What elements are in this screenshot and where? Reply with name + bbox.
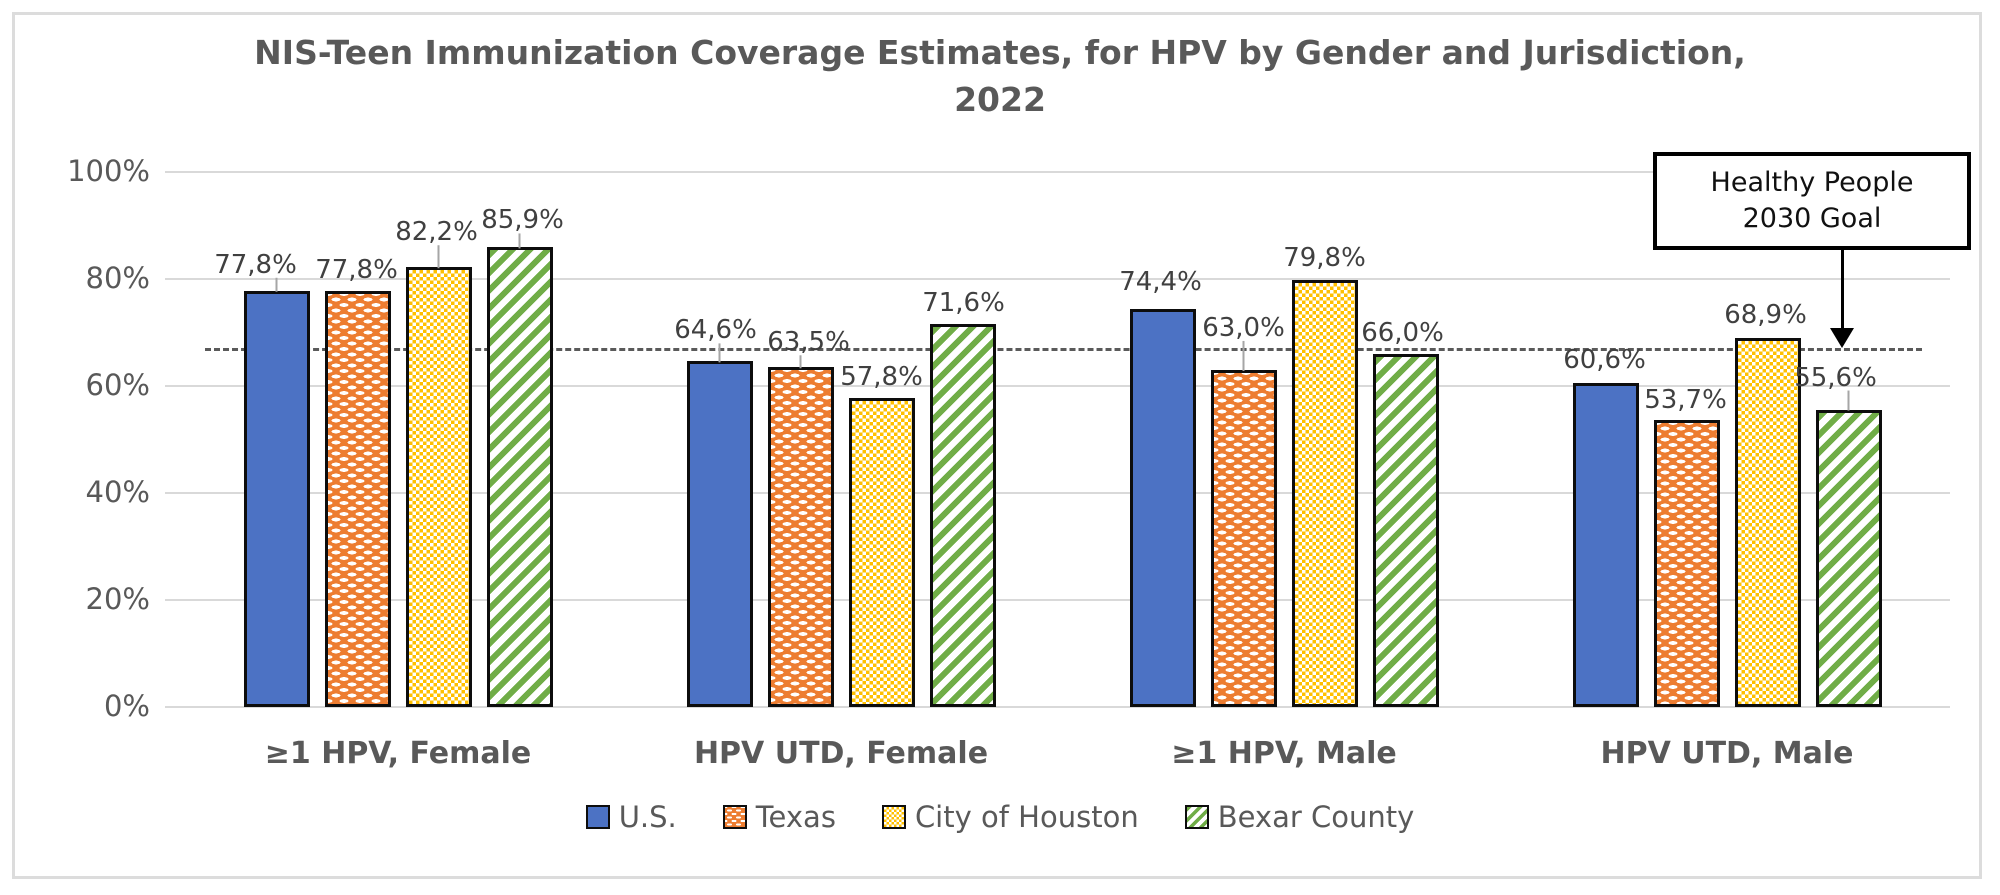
- bar-bexar-county: [1372, 353, 1439, 707]
- bar-data-label: 82,2%: [395, 217, 478, 248]
- bar-texas: [767, 367, 834, 707]
- legend-item: Bexar County: [1184, 800, 1415, 834]
- bar-data-label: 71,6%: [922, 287, 1005, 318]
- goal-annotation-box: Healthy People 2030 Goal: [1653, 152, 1971, 250]
- bar-city-of-houston: [1291, 280, 1358, 707]
- bar-data-label: 64,6%: [674, 315, 757, 346]
- gridline: [165, 171, 1950, 173]
- bar-data-label: 60,6%: [1563, 344, 1646, 375]
- goal-annotation-line2: 2030 Goal: [1742, 203, 1882, 234]
- legend-swatch-icon: [881, 805, 906, 829]
- gridline: [165, 599, 1950, 601]
- bar-city-of-houston: [405, 267, 472, 707]
- gridline: [165, 385, 1950, 387]
- bar-texas: [324, 290, 391, 707]
- gridline: [165, 706, 1950, 708]
- legend-label: City of Houston: [914, 800, 1139, 834]
- bar-u-s-: [686, 361, 753, 707]
- legend-label: U.S.: [618, 800, 677, 834]
- gridline: [165, 278, 1950, 280]
- legend-label: Texas: [755, 800, 836, 834]
- goal-dashed-line: [205, 347, 1922, 351]
- bar-bexar-county: [929, 323, 996, 707]
- bar-data-label: 53,7%: [1644, 384, 1727, 415]
- bar-data-label: 79,8%: [1283, 243, 1366, 274]
- bar-data-label: 77,8%: [214, 249, 297, 280]
- bar-data-label: 85,9%: [481, 205, 564, 236]
- chart-legend: U.S. Texas City of Houston Bexar County: [0, 800, 2000, 834]
- bar-data-label: 57,8%: [840, 361, 923, 392]
- bar-data-label: 63,5%: [767, 327, 850, 358]
- y-axis-tick-label: 20%: [85, 582, 150, 616]
- bar-city-of-houston: [848, 397, 915, 707]
- bar-u-s-: [243, 290, 310, 707]
- category-label: ≥1 HPV, Male: [1171, 736, 1397, 771]
- bar-data-label: 63,0%: [1202, 312, 1285, 343]
- legend-swatch-icon: [1184, 805, 1209, 829]
- bar-u-s-: [1129, 308, 1196, 707]
- bar-city-of-houston: [1734, 338, 1801, 707]
- legend-swatch-icon: [722, 805, 747, 829]
- legend-item: City of Houston: [881, 800, 1139, 834]
- goal-arrow-line: [1841, 250, 1844, 330]
- bar-bexar-county: [486, 247, 553, 707]
- legend-item: Texas: [722, 800, 836, 834]
- bar-data-label: 77,8%: [315, 254, 398, 285]
- bar-data-label: 66,0%: [1361, 317, 1444, 348]
- bar-data-label: 55,6%: [1794, 362, 1877, 393]
- y-axis-tick-label: 100%: [67, 154, 150, 188]
- y-axis-tick-label: 0%: [103, 689, 150, 723]
- legend-swatch-icon: [585, 805, 610, 829]
- legend-item: U.S.: [585, 800, 677, 834]
- bar-texas: [1210, 369, 1277, 707]
- legend-label: Bexar County: [1217, 800, 1415, 834]
- chart-title: NIS-Teen Immunization Coverage Estimates…: [254, 33, 1746, 119]
- bar-data-label: 74,4%: [1119, 266, 1202, 297]
- y-axis-tick-label: 60%: [85, 368, 150, 402]
- gridline: [165, 492, 1950, 494]
- y-axis-tick-label: 40%: [85, 475, 150, 509]
- bar-bexar-county: [1815, 409, 1882, 707]
- bar-data-label: 68,9%: [1724, 300, 1807, 331]
- category-label: HPV UTD, Female: [693, 736, 989, 771]
- goal-arrow-head-icon: [1830, 328, 1854, 348]
- category-label: HPV UTD, Male: [1600, 736, 1854, 771]
- bar-u-s-: [1572, 382, 1639, 707]
- category-label: ≥1 HPV, Female: [264, 736, 532, 771]
- bar-texas: [1653, 419, 1720, 707]
- goal-annotation-line1: Healthy People: [1710, 166, 1914, 198]
- y-axis-tick-label: 80%: [85, 261, 150, 295]
